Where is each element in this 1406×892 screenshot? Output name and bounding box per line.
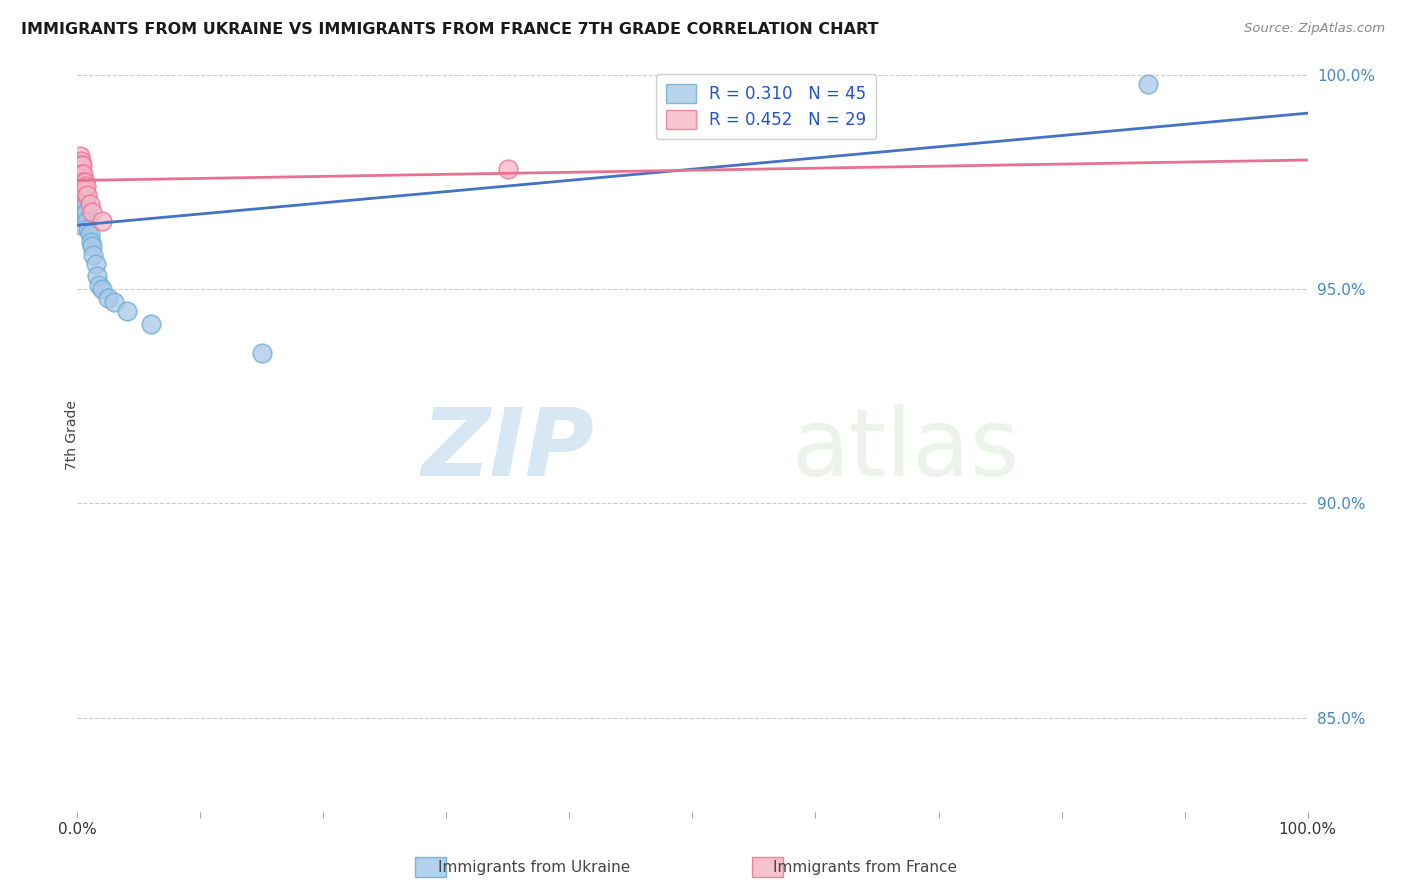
Point: [73, 184, 96, 198]
Point: [70, 205, 93, 219]
Point: [69, 196, 91, 211]
Point: [77, 222, 100, 236]
Point: [69, 205, 91, 219]
Point: [70, 201, 93, 215]
Text: Immigrants from Ukraine: Immigrants from Ukraine: [439, 860, 630, 874]
Point: [70, 153, 93, 168]
Point: [141, 317, 163, 331]
Text: Immigrants from France: Immigrants from France: [773, 860, 956, 874]
Point: [70, 196, 93, 211]
Point: [70, 210, 93, 224]
Point: [69, 170, 91, 185]
Legend: R = 0.310   N = 45, R = 0.452   N = 29: R = 0.310 N = 45, R = 0.452 N = 29: [657, 74, 876, 139]
Point: [250, 346, 273, 360]
Point: [67, 162, 90, 177]
Point: [80, 235, 103, 249]
Point: [496, 162, 519, 177]
Point: [70, 218, 93, 232]
Point: [67, 179, 90, 194]
Point: [73, 192, 96, 206]
Point: [70, 184, 93, 198]
Point: [76, 213, 98, 227]
Point: [70, 192, 93, 206]
Point: [89, 277, 111, 292]
Point: [75, 179, 97, 194]
Point: [69, 162, 91, 177]
Point: [69, 158, 91, 172]
Point: [70, 170, 93, 185]
Point: [72, 196, 94, 211]
Point: [82, 205, 104, 219]
Point: [75, 205, 97, 219]
Point: [70, 158, 93, 172]
Point: [115, 303, 138, 318]
Y-axis label: 7th Grade: 7th Grade: [65, 400, 79, 470]
Point: [72, 188, 94, 202]
Point: [72, 167, 94, 181]
Point: [90, 213, 114, 227]
Point: [67, 188, 90, 202]
Text: Source: ZipAtlas.com: Source: ZipAtlas.com: [1244, 22, 1385, 36]
Point: [67, 153, 90, 168]
Text: IMMIGRANTS FROM UKRAINE VS IMMIGRANTS FROM FRANCE 7TH GRADE CORRELATION CHART: IMMIGRANTS FROM UKRAINE VS IMMIGRANTS FR…: [21, 22, 879, 37]
Point: [70, 175, 93, 189]
Point: [73, 201, 96, 215]
Text: ZIP: ZIP: [422, 404, 595, 496]
Point: [90, 282, 114, 296]
Point: [70, 170, 93, 185]
Point: [70, 179, 93, 194]
Point: [76, 188, 98, 202]
Point: [70, 158, 93, 172]
Point: [70, 167, 93, 181]
Point: [69, 149, 91, 163]
Point: [70, 179, 93, 194]
Point: [86, 269, 108, 284]
Point: [72, 205, 94, 219]
Point: [70, 167, 93, 181]
Point: [70, 175, 93, 189]
Point: [72, 179, 94, 194]
Point: [70, 184, 93, 198]
Point: [75, 196, 97, 211]
Point: [70, 170, 93, 185]
Point: [67, 205, 90, 219]
Point: [73, 175, 96, 189]
Point: [69, 179, 91, 194]
Point: [79, 196, 101, 211]
Point: [70, 167, 93, 181]
Point: [84, 256, 107, 270]
Point: [70, 188, 93, 202]
Text: atlas: atlas: [792, 404, 1019, 496]
Point: [82, 248, 104, 262]
Point: [103, 295, 125, 310]
Point: [82, 239, 104, 253]
Point: [70, 179, 93, 194]
Point: [1136, 77, 1159, 91]
Point: [97, 291, 120, 305]
Point: [72, 175, 94, 189]
Point: [69, 170, 91, 185]
Point: [79, 227, 101, 241]
Point: [72, 179, 94, 194]
Point: [67, 196, 90, 211]
Point: [70, 175, 93, 189]
Point: [69, 188, 91, 202]
